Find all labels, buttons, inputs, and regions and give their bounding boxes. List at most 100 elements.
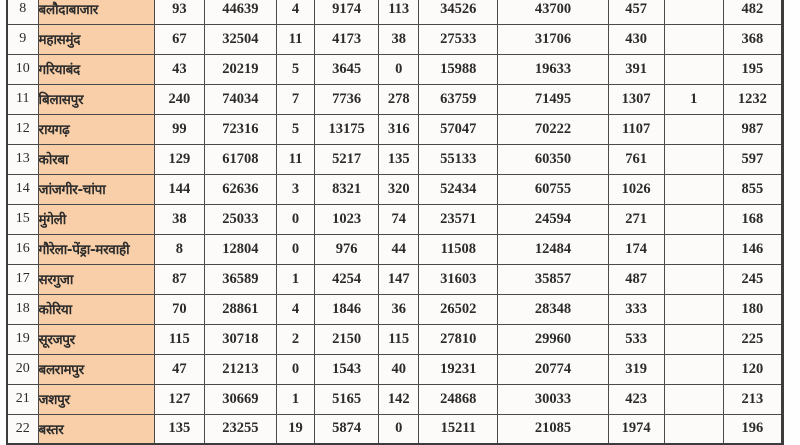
value-cell: 597 [722,143,784,175]
value-cell: 15211 [418,413,499,445]
value-cell: 12484 [497,233,609,265]
value-cell: 135 [153,413,205,445]
value-cell: 5 [275,113,316,145]
district-name-cell: बस्तर [37,413,155,445]
value-cell: 0 [378,53,420,85]
value-cell: 142 [378,383,420,415]
district-name-cell: गौरेला-पेंड्रा-मरवाही [37,233,155,265]
value-cell: 368 [722,23,784,55]
value-cell [663,293,724,325]
district-name-cell: रायगढ़ [37,113,155,145]
value-cell: 30669 [203,383,277,415]
value-cell [663,173,724,205]
value-cell: 240 [153,83,205,115]
row-number-cell: 21 [6,383,39,415]
value-cell: 5165 [314,383,380,415]
value-cell: 57047 [418,113,499,145]
table-row: 19 सूरजपुर 115 30718 2 2150 115 27810 29960 533 22… [6,323,784,355]
value-cell: 761 [607,143,665,175]
table-row: 17 सरगुजा 87 36589 1 4254 147 31603 35857 487 245 [6,263,784,295]
value-cell: 26502 [418,293,499,325]
value-cell [663,263,724,295]
value-cell: 2 [275,323,316,355]
value-cell: 5 [275,53,316,85]
value-cell: 1026 [607,173,665,205]
district-data-table: 8 बलौदाबाजार 93 44639 4 9174 113 34526 43700 457 4… [6,0,784,445]
row-number-cell: 12 [6,113,39,145]
row-number-cell: 16 [6,233,39,265]
value-cell: 1023 [314,203,380,235]
table-row: 16 गौरेला-पेंड्रा-मरवाही 8 12804 0 976 44 11508… [6,233,784,265]
value-cell: 135 [378,143,420,175]
value-cell [663,233,724,265]
value-cell: 482 [722,0,784,25]
value-cell: 31603 [418,263,499,295]
value-cell: 0 [275,203,316,235]
value-cell: 457 [607,0,665,25]
value-cell: 74034 [203,83,277,115]
value-cell: 320 [378,173,420,205]
value-cell: 196 [722,413,784,445]
value-cell [663,23,724,55]
value-cell: 36589 [203,263,277,295]
value-cell: 278 [378,83,420,115]
row-number-cell: 15 [6,203,39,235]
value-cell: 144 [153,173,205,205]
value-cell [663,53,724,85]
value-cell: 13175 [314,113,380,145]
value-cell: 129 [153,143,205,175]
district-name-cell: गरियाबंद [37,53,155,85]
value-cell: 27810 [418,323,499,355]
value-cell: 430 [607,23,665,55]
value-cell: 855 [722,173,784,205]
row-number-cell: 9 [6,23,39,55]
row-number-cell: 18 [6,293,39,325]
value-cell: 1846 [314,293,380,325]
value-cell: 533 [607,323,665,355]
table-row: 15 मुंगेली 38 25033 0 1023 74 23571 24594 271 168 [6,203,784,235]
value-cell: 43 [153,53,205,85]
value-cell: 1 [275,383,316,415]
value-cell: 2150 [314,323,380,355]
value-cell: 30718 [203,323,277,355]
value-cell [663,113,724,145]
value-cell: 987 [722,113,784,145]
value-cell: 36 [378,293,420,325]
district-name-cell: बलरामपुर [37,353,155,385]
value-cell: 5874 [314,413,380,445]
table-row: 18 कोरिया 70 28861 4 1846 36 26502 28348 333 180 [6,293,784,325]
value-cell: 7736 [314,83,380,115]
value-cell: 44639 [203,0,277,25]
value-cell: 44 [378,233,420,265]
table-row: 9 महासमुंद 67 32504 11 4173 38 27533 31706 430 368 [6,23,784,55]
value-cell: 32504 [203,23,277,55]
value-cell: 23571 [418,203,499,235]
value-cell: 225 [722,323,784,355]
value-cell: 7 [275,83,316,115]
district-name-cell: कोरबा [37,143,155,175]
value-cell: 29960 [497,323,609,355]
value-cell: 19231 [418,353,499,385]
value-cell: 8321 [314,173,380,205]
table-row: 10 गरियाबंद 43 20219 5 3645 0 15988 19633 391 195 [6,53,784,85]
value-cell: 0 [275,233,316,265]
value-cell: 11508 [418,233,499,265]
table-row: 20 बलरामपुर 47 21213 0 1543 40 19231 20774 319 120 [6,353,784,385]
value-cell: 168 [722,203,784,235]
value-cell: 245 [722,263,784,295]
row-number-cell: 8 [6,0,39,25]
value-cell: 120 [722,353,784,385]
value-cell: 487 [607,263,665,295]
value-cell: 11 [275,143,316,175]
value-cell [663,203,724,235]
value-cell: 35857 [497,263,609,295]
value-cell: 0 [275,353,316,385]
row-number-cell: 13 [6,143,39,175]
value-cell: 146 [722,233,784,265]
value-cell: 28861 [203,293,277,325]
value-cell: 213 [722,383,784,415]
value-cell: 423 [607,383,665,415]
row-number-cell: 11 [6,83,39,115]
value-cell: 195 [722,53,784,85]
